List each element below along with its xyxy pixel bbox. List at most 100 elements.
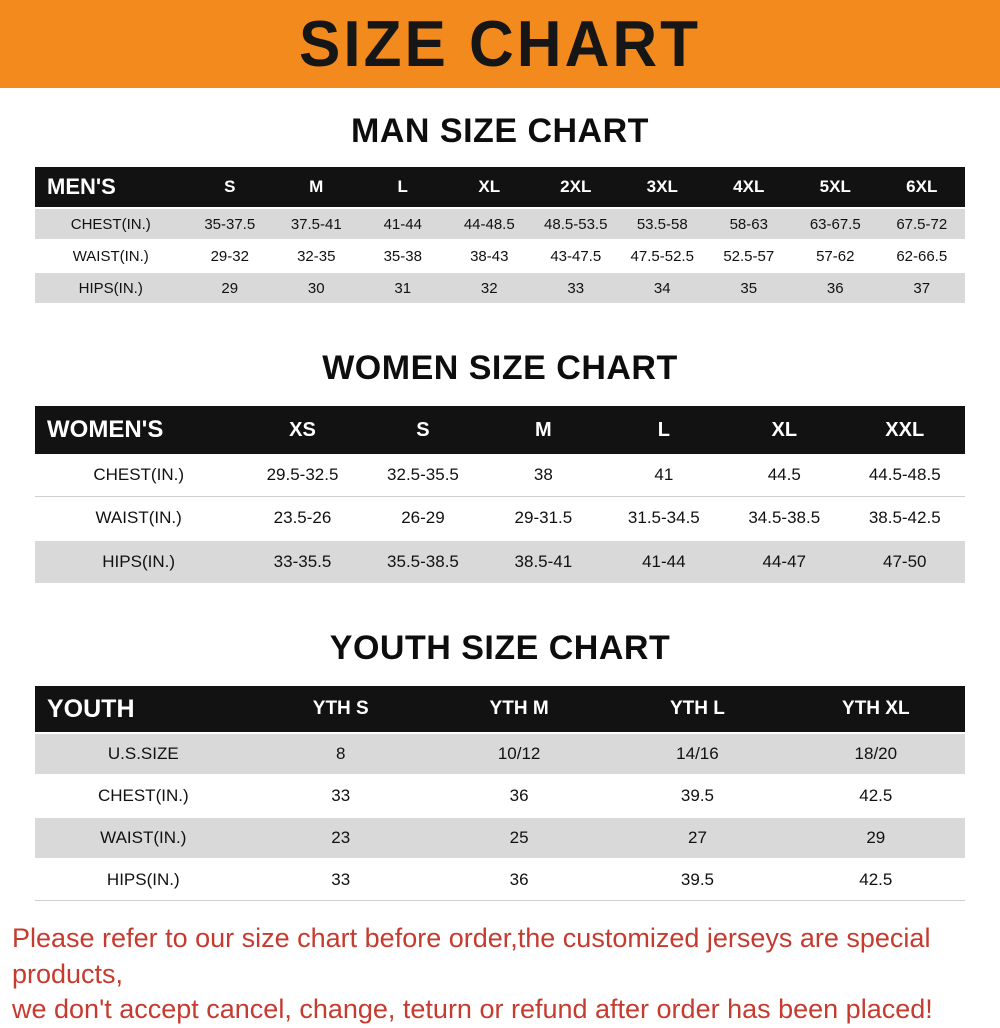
size-column-header: S — [186, 167, 273, 208]
size-column-header: S — [362, 406, 484, 454]
value-cell: 38 — [483, 454, 604, 497]
value-cell: 35.5-38.5 — [362, 539, 484, 585]
value-cell: 10/12 — [429, 732, 609, 776]
size-column-header: YTH XL — [786, 686, 965, 733]
footer-line-2: we don't accept cancel, change, teturn o… — [12, 994, 933, 1025]
row-label-cell: CHEST(IN.) — [35, 775, 252, 818]
value-cell: 31.5-34.5 — [603, 496, 725, 541]
value-cell: 58-63 — [705, 207, 792, 241]
value-cell: 33-35.5 — [242, 539, 363, 585]
value-cell: 44-47 — [724, 539, 845, 585]
value-cell: 14/16 — [608, 732, 787, 776]
youth-size-table: YOUTH YTH S YTH M YTH L YTH XL U.S.SIZE 8 10/12… — [35, 686, 965, 901]
value-cell: 23 — [251, 816, 430, 860]
value-cell: 44.5 — [724, 454, 845, 497]
value-cell: 36 — [429, 859, 609, 901]
row-label-cell: U.S.SIZE — [35, 732, 252, 776]
value-cell: 41-44 — [359, 207, 446, 241]
size-column-header: 4XL — [705, 167, 792, 208]
youth-section-title: YOUTH SIZE CHART — [329, 629, 671, 667]
size-column-header: XL — [724, 406, 845, 454]
table-corner-label: WOMEN'S — [35, 406, 243, 454]
table-header-row: YOUTH YTH S YTH M YTH L YTH XL — [35, 686, 965, 733]
value-cell: 18/20 — [786, 732, 965, 776]
footer-line-1: Please refer to our size chart before or… — [12, 923, 931, 989]
value-cell: 34.5-38.5 — [724, 496, 845, 541]
table-row: WAIST(IN.) 29-32 32-35 35-38 38-43 43-47.5 47.… — [35, 240, 965, 273]
table-row: CHEST(IN.) 35-37.5 37.5-41 41-44 44-48.5 48.5… — [35, 207, 965, 241]
size-column-header: XXL — [844, 406, 965, 454]
table-row: WAIST(IN.) 23.5-26 26-29 29-31.5 31.5-34.5 34… — [35, 496, 965, 541]
value-cell: 33 — [251, 775, 430, 818]
value-cell: 33 — [532, 271, 619, 305]
value-cell: 38.5-42.5 — [844, 496, 965, 541]
value-cell: 35-38 — [359, 240, 446, 273]
value-cell: 29 — [186, 271, 273, 305]
value-cell: 27 — [608, 816, 787, 860]
value-cell: 32.5-35.5 — [362, 454, 484, 497]
size-column-header: M — [483, 406, 604, 454]
value-cell: 53.5-58 — [619, 207, 706, 241]
value-cell: 47.5-52.5 — [619, 240, 706, 273]
table-row: HIPS(IN.) 33-35.5 35.5-38.5 38.5-41 41-44 44-… — [35, 539, 965, 585]
row-label-cell: WAIST(IN.) — [35, 816, 252, 860]
size-chart-banner: SIZE CHART — [0, 0, 1000, 88]
value-cell: 57-62 — [792, 240, 879, 273]
table-header-row: MEN'S S M L XL 2XL 3XL 4XL 5XL 6XL — [35, 167, 965, 208]
women-section: WOMEN SIZE CHART WOMEN'S XS S M L XL XXL CHEST(… — [0, 349, 1000, 585]
value-cell: 38-43 — [446, 240, 533, 273]
size-column-header: 2XL — [532, 167, 619, 208]
size-column-header: YTH M — [429, 686, 609, 733]
row-label-cell: WAIST(IN.) — [35, 240, 187, 273]
row-label-cell: HIPS(IN.) — [35, 539, 243, 585]
value-cell: 35 — [705, 271, 792, 305]
row-label-cell: HIPS(IN.) — [35, 271, 187, 305]
size-column-header: 5XL — [792, 167, 879, 208]
row-label-cell: WAIST(IN.) — [35, 496, 243, 541]
value-cell: 36 — [429, 775, 609, 818]
size-column-header: XL — [446, 167, 533, 208]
value-cell: 41-44 — [603, 539, 725, 585]
banner-title: SIZE CHART — [299, 7, 701, 81]
size-column-header: YTH L — [608, 686, 787, 733]
footer-note: Please refer to our size chart before or… — [0, 921, 1000, 1028]
row-label-cell: CHEST(IN.) — [35, 454, 243, 497]
value-cell: 37 — [878, 271, 965, 305]
value-cell: 48.5-53.5 — [532, 207, 619, 241]
youth-section: YOUTH SIZE CHART YOUTH YTH S YTH M YTH L YTH… — [0, 629, 1000, 901]
table-row: HIPS(IN.) 33 36 39.5 42.5 — [35, 859, 965, 901]
value-cell: 39.5 — [608, 859, 787, 901]
value-cell: 62-66.5 — [878, 240, 965, 273]
men-section-title: MAN SIZE CHART — [351, 112, 649, 150]
table-row: WAIST(IN.) 23 25 27 29 — [35, 816, 965, 860]
women-size-table: WOMEN'S XS S M L XL XXL CHEST(IN.) 29.5-32.5 32.5… — [35, 406, 965, 585]
value-cell: 25 — [429, 816, 609, 860]
value-cell: 41 — [603, 454, 725, 497]
size-column-header: L — [603, 406, 725, 454]
value-cell: 67.5-72 — [878, 207, 965, 241]
value-cell: 35-37.5 — [186, 207, 273, 241]
table-row: CHEST(IN.) 29.5-32.5 32.5-35.5 38 41 44.5 44.5… — [35, 454, 965, 497]
size-column-header: XS — [242, 406, 363, 454]
value-cell: 42.5 — [786, 859, 965, 901]
table-row: U.S.SIZE 8 10/12 14/16 18/20 — [35, 732, 965, 776]
value-cell: 37.5-41 — [273, 207, 360, 241]
size-column-header: L — [359, 167, 446, 208]
value-cell: 39.5 — [608, 775, 787, 818]
value-cell: 8 — [251, 732, 430, 776]
row-label-cell: HIPS(IN.) — [35, 859, 252, 901]
value-cell: 52.5-57 — [705, 240, 792, 273]
size-column-header: 6XL — [878, 167, 965, 208]
row-label-cell: CHEST(IN.) — [35, 207, 187, 241]
value-cell: 63-67.5 — [792, 207, 879, 241]
table-corner-label: YOUTH — [35, 686, 252, 733]
table-row: CHEST(IN.) 33 36 39.5 42.5 — [35, 775, 965, 818]
table-header-row: WOMEN'S XS S M L XL XXL — [35, 406, 965, 454]
value-cell: 38.5-41 — [483, 539, 604, 585]
men-size-table: MEN'S S M L XL 2XL 3XL 4XL 5XL 6XL CHEST(IN.) 35-37… — [35, 167, 965, 305]
value-cell: 32 — [446, 271, 533, 305]
value-cell: 29 — [786, 816, 965, 860]
value-cell: 44-48.5 — [446, 207, 533, 241]
table-corner-label: MEN'S — [35, 167, 187, 208]
value-cell: 44.5-48.5 — [844, 454, 965, 497]
